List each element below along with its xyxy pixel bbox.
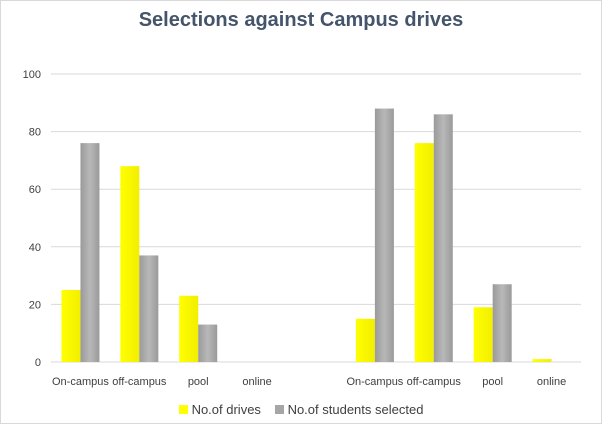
bar-series0-cat5: [355, 318, 375, 362]
y-tick-label: 80: [29, 127, 41, 139]
bar-series1-cat1: [139, 255, 159, 362]
x-tick-label: off-campus: [407, 376, 462, 388]
y-tick-label: 60: [29, 184, 41, 196]
legend-item-drives: No.of drives: [178, 402, 261, 417]
bar-series1-cat2: [198, 324, 218, 362]
x-tick-label: pool: [188, 376, 209, 388]
bar-series1-cat0: [80, 143, 100, 362]
bar-series0-cat6: [414, 143, 434, 362]
bar-series0-cat2: [179, 295, 199, 362]
bar-series1-cat6: [433, 114, 453, 362]
bar-series0-cat8: [532, 359, 552, 362]
y-tick-label: 20: [29, 299, 41, 311]
y-tick-label: 100: [23, 69, 41, 81]
bar-series1-cat7: [492, 284, 512, 362]
bar-series0-cat7: [473, 307, 493, 362]
x-tick-label: online: [242, 376, 271, 388]
chart-legend: No.of drives No.of students selected: [1, 402, 601, 417]
x-tick-label: pool: [482, 376, 503, 388]
x-tick-label: off-campus: [112, 376, 167, 388]
bar-series1-cat5: [374, 108, 394, 362]
x-tick-label: On-campus: [52, 376, 109, 388]
y-tick-label: 0: [35, 357, 41, 369]
legend-swatch-drives: [178, 405, 188, 414]
legend-label-drives: No.of drives: [191, 402, 261, 417]
x-tick-label: online: [537, 376, 566, 388]
x-tick-label: On-campus: [346, 376, 403, 388]
bar-series0-cat0: [61, 290, 81, 362]
legend-swatch-students: [274, 405, 284, 414]
bar-series0-cat1: [120, 166, 140, 362]
legend-item-students: No.of students selected: [274, 402, 424, 417]
y-tick-label: 40: [29, 242, 41, 254]
legend-label-students: No.of students selected: [287, 402, 424, 417]
chart-title: Selections against Campus drives: [138, 9, 464, 31]
